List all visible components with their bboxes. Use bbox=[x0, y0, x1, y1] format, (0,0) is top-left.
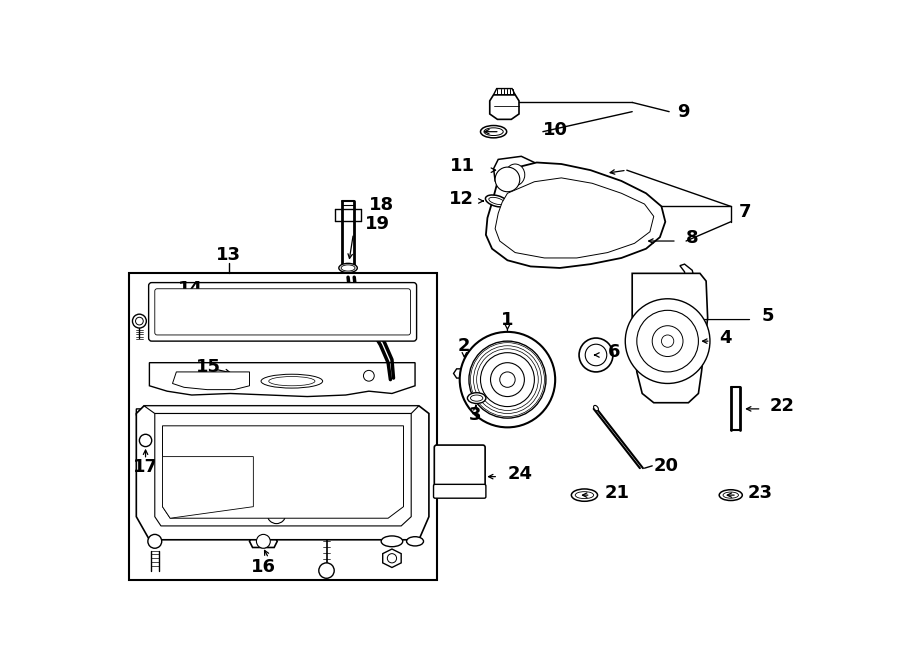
Circle shape bbox=[384, 308, 392, 316]
Circle shape bbox=[481, 353, 535, 407]
Text: 22: 22 bbox=[770, 397, 794, 415]
Polygon shape bbox=[486, 163, 665, 268]
Text: 16: 16 bbox=[251, 559, 276, 576]
Circle shape bbox=[219, 308, 227, 316]
Circle shape bbox=[362, 496, 376, 510]
Text: 6: 6 bbox=[608, 343, 620, 361]
Text: 2: 2 bbox=[458, 336, 471, 355]
Ellipse shape bbox=[489, 198, 505, 205]
Circle shape bbox=[460, 332, 555, 428]
FancyBboxPatch shape bbox=[148, 283, 417, 341]
Ellipse shape bbox=[719, 490, 742, 500]
Circle shape bbox=[491, 363, 525, 397]
Circle shape bbox=[267, 505, 285, 524]
Circle shape bbox=[652, 326, 683, 356]
Circle shape bbox=[365, 499, 373, 507]
Circle shape bbox=[364, 370, 374, 381]
Text: 23: 23 bbox=[748, 484, 773, 502]
Ellipse shape bbox=[407, 537, 424, 546]
Text: 24: 24 bbox=[508, 465, 533, 483]
Polygon shape bbox=[495, 178, 653, 258]
Circle shape bbox=[168, 308, 176, 316]
Ellipse shape bbox=[575, 492, 594, 498]
Circle shape bbox=[132, 314, 147, 328]
Polygon shape bbox=[144, 406, 419, 414]
Polygon shape bbox=[155, 414, 411, 526]
Polygon shape bbox=[249, 535, 277, 547]
Polygon shape bbox=[163, 457, 254, 518]
Circle shape bbox=[579, 338, 613, 372]
Text: 21: 21 bbox=[605, 484, 629, 502]
Bar bbox=[129, 274, 436, 580]
Circle shape bbox=[319, 563, 334, 578]
Ellipse shape bbox=[341, 265, 355, 271]
Ellipse shape bbox=[495, 167, 520, 192]
Ellipse shape bbox=[484, 128, 503, 136]
Polygon shape bbox=[136, 406, 429, 540]
Circle shape bbox=[342, 308, 349, 316]
Text: 7: 7 bbox=[738, 203, 751, 221]
FancyBboxPatch shape bbox=[155, 289, 410, 335]
Polygon shape bbox=[675, 264, 696, 372]
Ellipse shape bbox=[269, 377, 315, 386]
Circle shape bbox=[148, 534, 162, 548]
Polygon shape bbox=[490, 95, 519, 120]
Polygon shape bbox=[493, 156, 536, 193]
Circle shape bbox=[256, 534, 270, 548]
Ellipse shape bbox=[594, 405, 598, 410]
Circle shape bbox=[637, 310, 698, 372]
Ellipse shape bbox=[467, 393, 486, 403]
Polygon shape bbox=[493, 89, 515, 95]
Text: 3: 3 bbox=[469, 406, 482, 424]
Circle shape bbox=[662, 335, 674, 347]
Ellipse shape bbox=[572, 489, 598, 501]
Text: 14: 14 bbox=[177, 280, 202, 297]
Polygon shape bbox=[163, 426, 403, 518]
Polygon shape bbox=[149, 363, 415, 397]
Circle shape bbox=[280, 308, 288, 316]
Polygon shape bbox=[382, 549, 401, 568]
Polygon shape bbox=[173, 372, 249, 389]
Text: 9: 9 bbox=[677, 102, 689, 121]
Ellipse shape bbox=[338, 263, 357, 272]
Circle shape bbox=[626, 299, 710, 383]
Ellipse shape bbox=[481, 126, 507, 138]
Polygon shape bbox=[136, 409, 155, 420]
Ellipse shape bbox=[485, 195, 508, 207]
Text: 17: 17 bbox=[133, 458, 158, 477]
Ellipse shape bbox=[261, 374, 323, 388]
Text: 8: 8 bbox=[686, 229, 698, 247]
Text: 1: 1 bbox=[501, 311, 514, 329]
Ellipse shape bbox=[382, 536, 402, 547]
Text: 13: 13 bbox=[216, 246, 241, 264]
Text: 5: 5 bbox=[761, 307, 774, 325]
Text: 19: 19 bbox=[365, 215, 390, 233]
Text: 20: 20 bbox=[653, 457, 679, 475]
Circle shape bbox=[469, 341, 546, 418]
Text: 12: 12 bbox=[448, 190, 473, 208]
Ellipse shape bbox=[723, 492, 738, 498]
Ellipse shape bbox=[471, 395, 482, 401]
Polygon shape bbox=[632, 274, 707, 403]
Circle shape bbox=[387, 554, 397, 563]
Circle shape bbox=[500, 372, 515, 387]
Text: 10: 10 bbox=[543, 121, 568, 139]
Ellipse shape bbox=[506, 164, 525, 186]
Circle shape bbox=[136, 317, 143, 325]
Text: 18: 18 bbox=[369, 196, 394, 214]
Circle shape bbox=[585, 344, 607, 366]
FancyBboxPatch shape bbox=[434, 485, 486, 498]
Polygon shape bbox=[454, 369, 475, 378]
FancyBboxPatch shape bbox=[435, 445, 485, 488]
Text: 11: 11 bbox=[450, 157, 475, 175]
Circle shape bbox=[140, 434, 152, 447]
Text: 15: 15 bbox=[195, 358, 220, 376]
Text: 4: 4 bbox=[719, 329, 732, 347]
